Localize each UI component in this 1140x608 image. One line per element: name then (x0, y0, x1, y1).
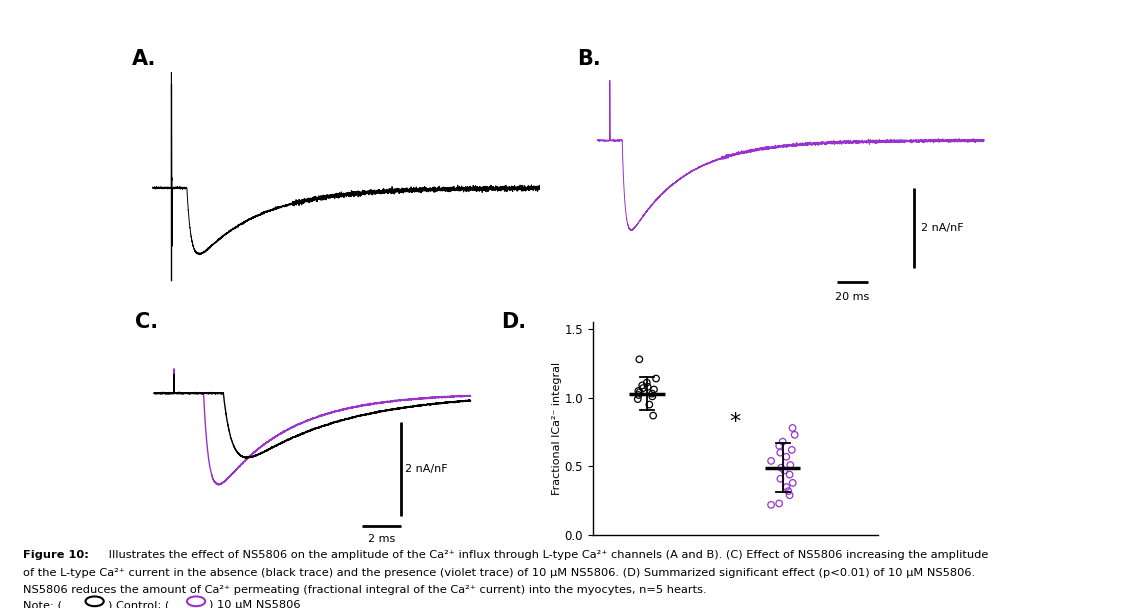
Text: C.: C. (135, 311, 157, 331)
Point (783, 445, 801, 455)
Text: Figure 10:: Figure 10: (23, 550, 89, 560)
Point (783, 478, 801, 488)
Point (645, 385, 663, 395)
Point (771, 441, 789, 451)
Point (634, 383, 652, 393)
Point (780, 486, 798, 496)
Text: ) Control; (: ) Control; ( (108, 600, 170, 608)
Point (646, 374, 665, 384)
Point (771, 448, 789, 458)
Text: Illustrates the effect of NS5806 on the amplitude of the Ca²⁺ influx through L-t: Illustrates the effect of NS5806 on the … (105, 550, 988, 560)
Point (629, 386, 648, 396)
Point (775, 466, 793, 475)
Point (762, 500, 780, 510)
Point (630, 387, 649, 397)
Point (785, 430, 804, 440)
Point (781, 460, 799, 470)
Point (628, 394, 646, 404)
Text: NS5806 reduces the amount of Ca²⁺ permeating (fractional integral of the Ca²⁺ cu: NS5806 reduces the amount of Ca²⁺ permea… (23, 585, 707, 595)
Point (774, 437, 792, 446)
Text: 2 ms: 2 ms (368, 534, 396, 544)
Point (777, 452, 796, 461)
Text: 2 nA/nF: 2 nA/nF (405, 464, 448, 474)
Point (772, 474, 790, 483)
Point (643, 392, 661, 401)
Point (638, 382, 657, 392)
Point (644, 411, 662, 421)
Point (633, 381, 651, 390)
Point (783, 423, 801, 433)
Point (637, 378, 656, 387)
Text: ) 10 μM NS5806: ) 10 μM NS5806 (209, 600, 300, 608)
Text: *: * (730, 412, 741, 432)
Point (630, 354, 649, 364)
Point (762, 456, 780, 466)
Text: Note: (: Note: ( (23, 600, 62, 608)
Point (777, 482, 796, 492)
Point (781, 491, 799, 500)
Text: of the L-type Ca²⁺ current in the absence (black trace) and the presence (violet: of the L-type Ca²⁺ current in the absenc… (23, 568, 975, 578)
Text: B.: B. (577, 49, 601, 69)
Point (770, 499, 788, 508)
Y-axis label: Fractional ICa²⁻ integral: Fractional ICa²⁻ integral (552, 362, 562, 495)
Text: A.: A. (132, 49, 156, 69)
Text: 20 ms: 20 ms (836, 292, 870, 302)
Point (781, 470, 799, 480)
Point (643, 389, 661, 398)
Point (772, 463, 790, 472)
Text: D.: D. (502, 311, 527, 331)
Point (641, 399, 659, 409)
Point (629, 390, 648, 400)
Text: 2 nA/nF: 2 nA/nF (921, 223, 963, 233)
